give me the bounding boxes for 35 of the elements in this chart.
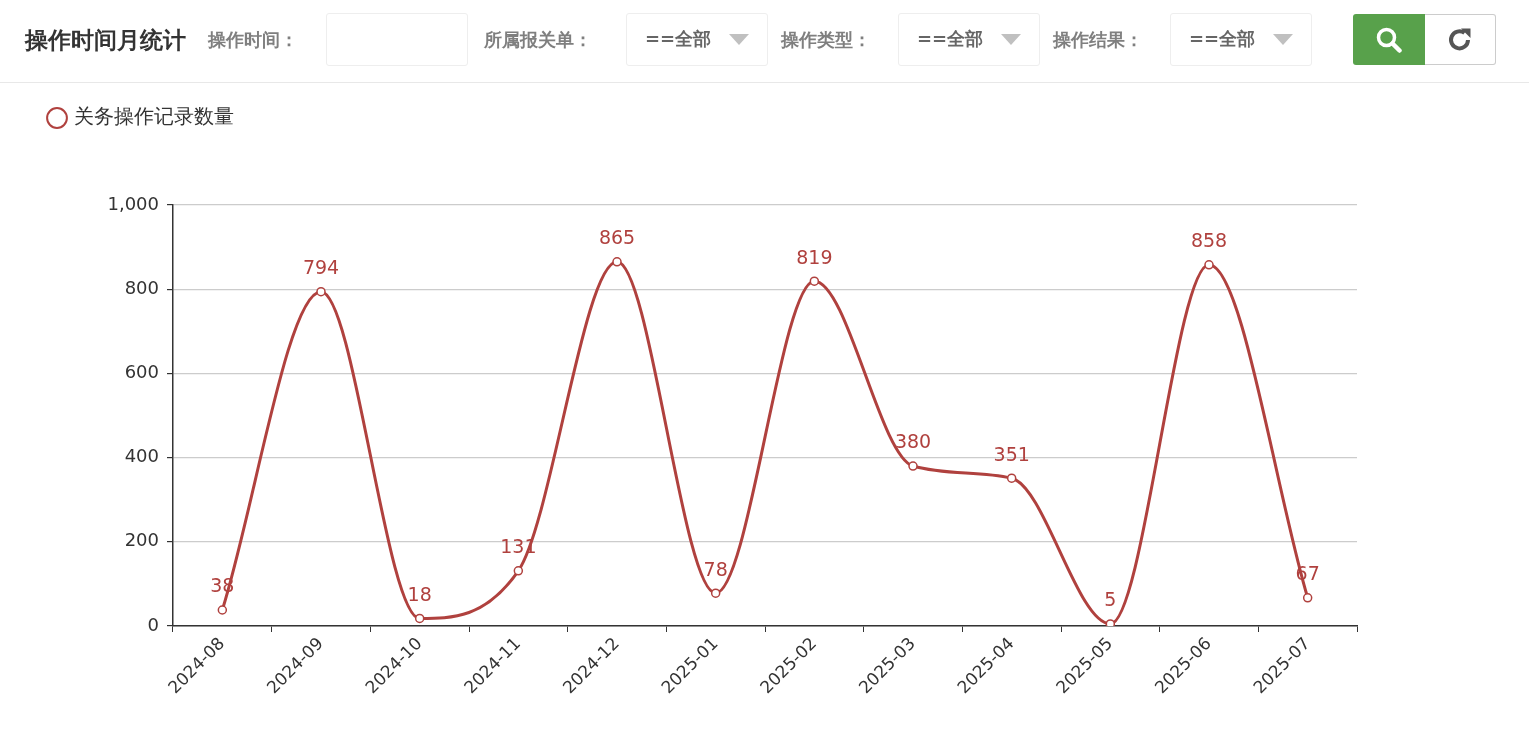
- point: [612, 257, 622, 267]
- text: 操作类型：: [781, 28, 871, 52]
- point: [809, 276, 820, 286]
- data-label: 380: [894, 430, 932, 453]
- point: [316, 286, 326, 297]
- data-label: 351: [993, 442, 1030, 465]
- y-tick-label: 600: [124, 361, 159, 383]
- data-label: 858: [1190, 229, 1228, 252]
- dropdown: ==全部: [1170, 13, 1312, 66]
- y-tick-label: 200: [124, 529, 159, 551]
- data-label: 794: [302, 256, 340, 279]
- y-tick-label: 1,000: [107, 192, 159, 214]
- point: [513, 566, 524, 576]
- point: [1302, 593, 1313, 603]
- point: [710, 588, 721, 598]
- text: 操作结果：: [1053, 28, 1143, 52]
- text: 所属报关单：: [484, 28, 592, 52]
- data-label: 5: [1104, 588, 1117, 611]
- point: [1204, 260, 1214, 270]
- point: [217, 605, 228, 615]
- data-label: 819: [796, 245, 833, 268]
- text: 操作时间：: [208, 28, 298, 52]
- dropdown: ==全部: [626, 13, 768, 66]
- point: [908, 461, 918, 471]
- data-label: 865: [598, 226, 636, 249]
- legend-label: 关务操作记录数量: [74, 104, 234, 129]
- data-label: 78: [703, 557, 728, 580]
- y-tick-label: 400: [124, 445, 159, 467]
- data-label: 18: [407, 582, 432, 605]
- chart-title: 操作时间月统计: [25, 26, 186, 55]
- point: [414, 613, 425, 624]
- point: [1006, 473, 1017, 483]
- dropdown: ==全部: [898, 13, 1040, 66]
- y-tick-label: 0: [147, 613, 159, 635]
- y-tick-label: 800: [124, 276, 159, 298]
